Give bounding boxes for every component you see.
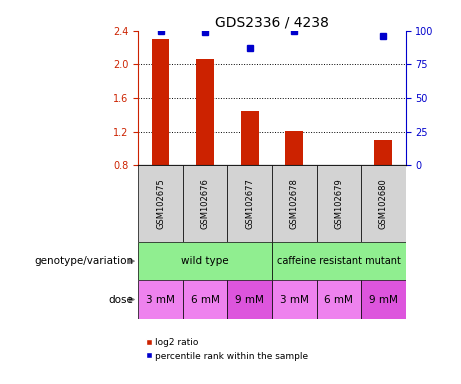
Bar [227, 165, 272, 242]
Bar [317, 165, 361, 242]
Bar [272, 280, 317, 319]
Text: caffeine resistant mutant: caffeine resistant mutant [277, 256, 401, 266]
Legend: log2 ratio, percentile rank within the sample: log2 ratio, percentile rank within the s… [143, 334, 311, 364]
Bar [272, 242, 406, 280]
Bar [138, 242, 272, 280]
Text: wild type: wild type [181, 256, 229, 266]
Text: 3 mM: 3 mM [146, 295, 175, 305]
Text: dose: dose [109, 295, 134, 305]
Bar [183, 280, 227, 319]
Bar [361, 165, 406, 242]
Bar [374, 140, 392, 165]
Bar [138, 165, 183, 242]
Bar [285, 131, 303, 165]
Text: 9 mM: 9 mM [369, 295, 398, 305]
Title: GDS2336 / 4238: GDS2336 / 4238 [215, 16, 329, 30]
Text: 6 mM: 6 mM [325, 295, 353, 305]
Text: GSM102678: GSM102678 [290, 178, 299, 229]
Bar [138, 280, 183, 319]
Text: 3 mM: 3 mM [280, 295, 309, 305]
Text: GSM102680: GSM102680 [379, 178, 388, 229]
Text: GSM102675: GSM102675 [156, 178, 165, 229]
Bar [196, 59, 214, 165]
Bar [317, 280, 361, 319]
Bar [361, 280, 406, 319]
Bar [152, 39, 170, 165]
Bar [227, 280, 272, 319]
Text: 6 mM: 6 mM [191, 295, 219, 305]
Bar [272, 165, 317, 242]
Text: 9 mM: 9 mM [235, 295, 264, 305]
Bar [183, 165, 227, 242]
Text: GSM102677: GSM102677 [245, 178, 254, 229]
Text: GSM102679: GSM102679 [334, 178, 343, 229]
Bar [241, 111, 259, 165]
Text: GSM102676: GSM102676 [201, 178, 210, 229]
Text: genotype/variation: genotype/variation [35, 256, 134, 266]
